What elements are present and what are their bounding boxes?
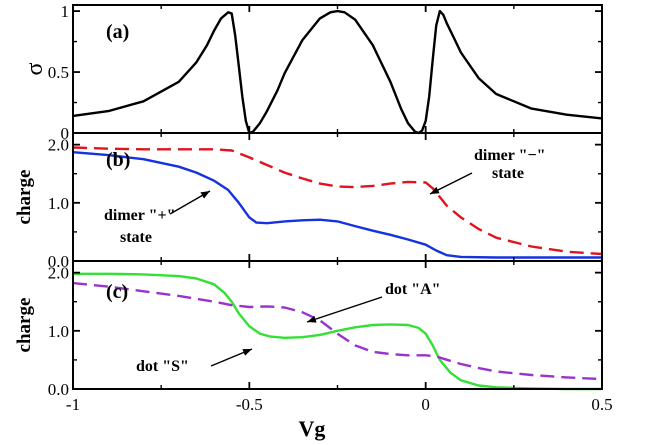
y-tick-label-2-1: 1.0: [48, 322, 69, 341]
annotation-arrow-2-1: [210, 348, 253, 367]
x-axis-label: Vg: [299, 416, 326, 441]
panel-label-2: (c): [106, 281, 128, 303]
y-tick-label-0-1: 0.5: [48, 63, 69, 82]
panel-label-0: (a): [106, 21, 129, 43]
y-axis-label-2: charge: [14, 298, 35, 353]
annotation-text-2-0-0: dot "A": [385, 281, 441, 298]
annotation-arrow-1-1: [429, 172, 473, 195]
y-tick-label-0-2: 1: [61, 2, 70, 21]
panel-2: 0.0 1.0 2.0 charge (c) dot "A" dot "S": [14, 260, 603, 399]
y-axis-label-0: σ: [22, 62, 48, 75]
panel-frame-0: [72, 4, 603, 134]
y-tick-label-0-0: 0: [61, 124, 70, 143]
y-tick-label-2-2: 2.0: [48, 264, 69, 283]
annotation-text-1-1-0: dimer "−": [474, 147, 545, 164]
annotation-arrow-2-0: [306, 296, 383, 323]
series-line-2-1: [72, 281, 603, 381]
series-line-0-0: [72, 9, 603, 135]
x-tick-label-0: -1: [66, 395, 80, 414]
panels: 0 0.5 1 σ (a) 0.0 1.0 2.0 charge (b) dimer "+" stat…: [14, 2, 603, 399]
series-line-1-1: [72, 151, 602, 259]
x-tick-label-2: 0: [421, 395, 430, 414]
series-line-2-0: [73, 272, 602, 391]
annotation-text-1-0-1: state: [120, 229, 152, 246]
annotation-text-2-1-0: dot "S": [136, 358, 189, 375]
annotation-text-1-1-1: state: [492, 165, 524, 182]
y-tick-label-1-2: 2.0: [48, 136, 69, 155]
y-tick-label-1-0: 0.0: [48, 252, 69, 271]
x-tick-labels: -1 -0.5 0 0.5: [66, 395, 613, 414]
x-tick-label-3: 0.5: [591, 395, 612, 414]
y-tick-label-2-0: 0.0: [48, 380, 69, 399]
annotation-text-1-0-0: dimer "+": [104, 207, 175, 224]
panel-label-1: (b): [106, 149, 130, 171]
y-axis-label-1: charge: [14, 170, 35, 225]
annotation-arrow-1-0: [169, 190, 211, 215]
x-tick-label-1: -0.5: [236, 395, 263, 414]
panel-0: 0 0.5 1 σ (a): [22, 2, 603, 143]
series-line-1-0: [72, 146, 603, 256]
y-tick-label-1-1: 1.0: [48, 194, 69, 213]
